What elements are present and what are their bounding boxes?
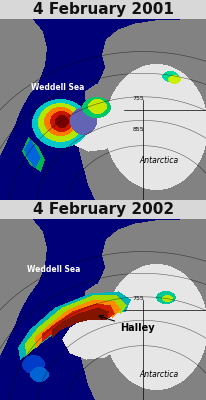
Text: 4 February 2001: 4 February 2001 bbox=[33, 2, 173, 17]
Text: 755: 755 bbox=[132, 296, 144, 302]
Text: 4 February 2002: 4 February 2002 bbox=[33, 202, 173, 217]
Text: 755: 755 bbox=[132, 96, 144, 102]
Text: Antarctica: Antarctica bbox=[139, 370, 178, 379]
Text: Weddell Sea: Weddell Sea bbox=[27, 265, 80, 274]
Text: Antarctica: Antarctica bbox=[139, 156, 178, 165]
Text: Weddell Sea: Weddell Sea bbox=[31, 83, 84, 92]
Text: Halley: Halley bbox=[99, 316, 154, 333]
Text: 855: 855 bbox=[132, 127, 143, 132]
